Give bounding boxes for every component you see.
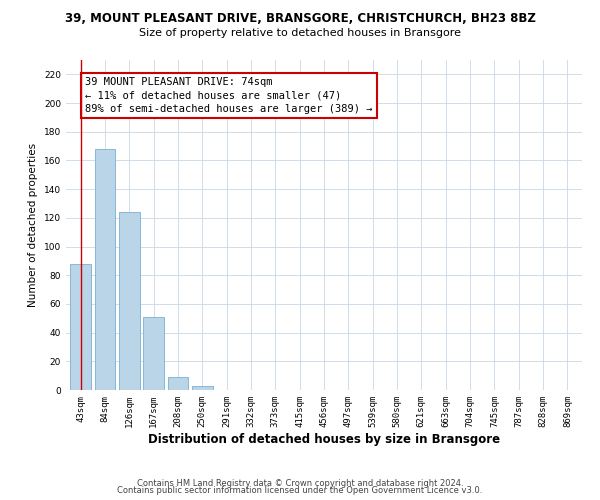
Bar — [95, 149, 115, 390]
Text: Contains HM Land Registry data © Crown copyright and database right 2024.: Contains HM Land Registry data © Crown c… — [137, 478, 463, 488]
Bar — [119, 212, 140, 390]
Text: 39, MOUNT PLEASANT DRIVE, BRANSGORE, CHRISTCHURCH, BH23 8BZ: 39, MOUNT PLEASANT DRIVE, BRANSGORE, CHR… — [65, 12, 535, 26]
Text: Contains public sector information licensed under the Open Government Licence v3: Contains public sector information licen… — [118, 486, 482, 495]
Text: 39 MOUNT PLEASANT DRIVE: 74sqm
← 11% of detached houses are smaller (47)
89% of : 39 MOUNT PLEASANT DRIVE: 74sqm ← 11% of … — [85, 77, 373, 114]
Text: Size of property relative to detached houses in Bransgore: Size of property relative to detached ho… — [139, 28, 461, 38]
Bar — [167, 377, 188, 390]
Bar — [143, 317, 164, 390]
Y-axis label: Number of detached properties: Number of detached properties — [28, 143, 38, 307]
Bar — [70, 264, 91, 390]
Bar — [192, 386, 212, 390]
X-axis label: Distribution of detached houses by size in Bransgore: Distribution of detached houses by size … — [148, 432, 500, 446]
